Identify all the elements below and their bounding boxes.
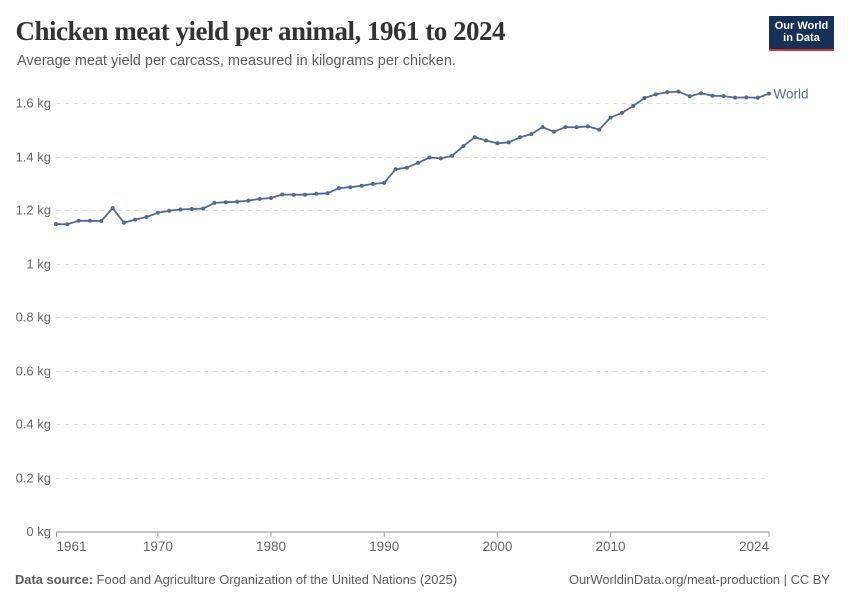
svg-text:0 kg: 0 kg: [26, 524, 51, 539]
svg-text:World: World: [774, 86, 809, 101]
svg-text:1.4 kg: 1.4 kg: [16, 150, 51, 165]
svg-text:OurWorldinData.org/meat-produc: OurWorldinData.org/meat-production | CC …: [569, 572, 830, 587]
svg-text:0.6 kg: 0.6 kg: [16, 364, 51, 379]
svg-text:1990: 1990: [369, 539, 399, 554]
svg-text:2024: 2024: [739, 539, 770, 554]
svg-text:Average meat yield per carcass: Average meat yield per carcass, measured…: [17, 53, 456, 69]
svg-text:1 kg: 1 kg: [26, 257, 51, 272]
svg-text:0.2 kg: 0.2 kg: [16, 471, 51, 486]
svg-text:1.2 kg: 1.2 kg: [16, 203, 51, 218]
svg-text:2000: 2000: [482, 539, 512, 554]
svg-text:1.6 kg: 1.6 kg: [16, 96, 51, 111]
svg-text:1961: 1961: [57, 539, 87, 554]
svg-text:Data source: Food and Agricult: Data source: Food and Agriculture Organi…: [15, 572, 457, 587]
svg-text:Chicken meat yield per animal,: Chicken meat yield per animal, 1961 to 2…: [16, 16, 505, 46]
svg-text:2010: 2010: [595, 539, 625, 554]
svg-text:1970: 1970: [143, 539, 173, 554]
svg-text:1980: 1980: [256, 539, 286, 554]
svg-text:0.8 kg: 0.8 kg: [16, 310, 51, 325]
svg-text:0.4 kg: 0.4 kg: [16, 417, 51, 432]
